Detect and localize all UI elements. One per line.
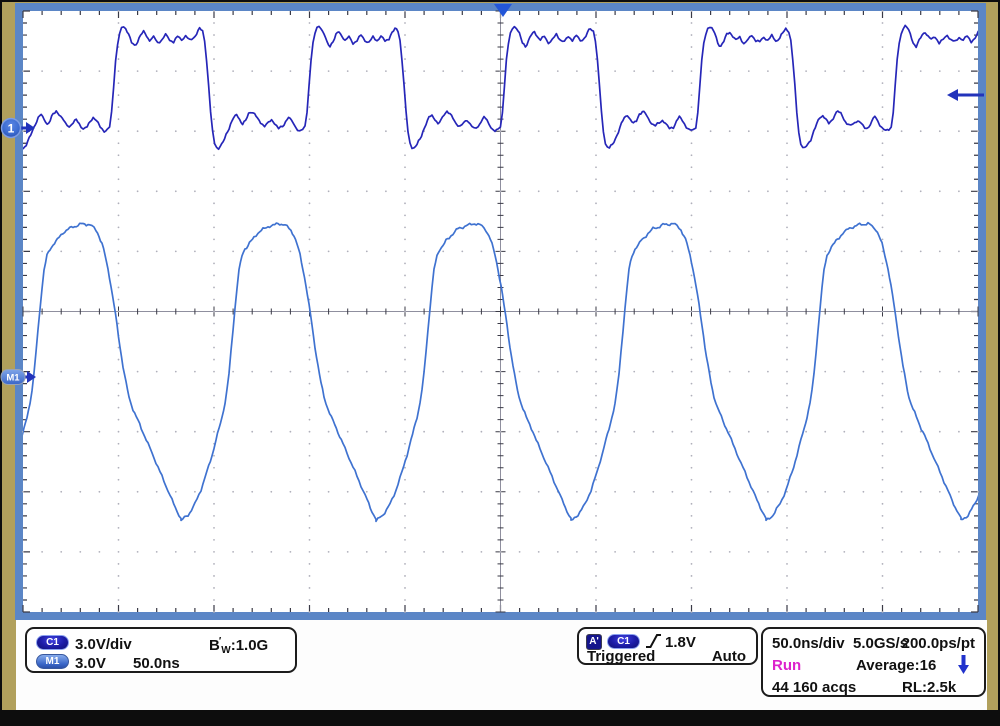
c1-trace — [23, 24, 978, 151]
m1-position-marker[interactable]: M1 — [0, 369, 36, 385]
bw-value: :1.0G — [230, 637, 269, 654]
m1-horizontal-readout[interactable]: 50.0ns — [133, 655, 180, 672]
m1-trace — [23, 221, 978, 523]
trigger-mode[interactable]: Auto — [711, 648, 746, 665]
trigger-source-label: C1 — [617, 635, 630, 647]
c1-marker-label: 1 — [8, 122, 15, 136]
bottom-strip — [0, 710, 1000, 721]
trigger-indicator-arrow-icon — [958, 655, 969, 674]
horizontal-readout-box[interactable]: 50.0ns/div 5.0GS/s 200.0ps/pt Run Averag… — [761, 627, 986, 697]
trigger-level-arrow[interactable] — [947, 89, 984, 101]
rising-edge-slope-icon[interactable] — [645, 632, 662, 650]
trigger-position-marker[interactable] — [494, 4, 512, 17]
c1-badge-label: C1 — [46, 636, 59, 648]
c1-bandwidth-readout[interactable]: B′W:1.0G — [209, 637, 268, 656]
trigger-readout-box[interactable]: A' C1 1.8V Triggered Auto — [577, 627, 758, 665]
m1-scale-readout[interactable]: 3.0V — [75, 655, 106, 672]
trigger-source-badge[interactable]: C1 — [607, 634, 640, 649]
m1-math-badge[interactable]: M1 — [36, 654, 69, 669]
m1-marker-label: M1 — [6, 373, 20, 384]
resolution-readout: 200.0ps/pt — [901, 635, 975, 652]
trigger-level-readout[interactable]: 1.8V — [665, 634, 696, 651]
trigger-status: Triggered — [587, 648, 656, 665]
sample-rate-readout: 5.0GS/s — [853, 635, 909, 652]
bw-w: W — [221, 645, 231, 656]
m1-badge-label: M1 — [45, 655, 60, 667]
c1-channel-badge[interactable]: C1 — [36, 635, 69, 650]
bw-b: B — [209, 637, 220, 654]
run-state[interactable]: Run — [772, 657, 802, 674]
vertical-readout-box[interactable]: C1 3.0V/div B′W:1.0G M1 3.0V 50.0ns — [25, 627, 297, 673]
acquisitions-count: 44 160 acqs — [772, 679, 857, 696]
bw-prime: ′ — [218, 636, 222, 647]
a-badge-label: A' — [589, 636, 599, 647]
timebase-readout[interactable]: 50.0ns/div — [772, 635, 845, 652]
record-length-readout: RL:2.5k — [902, 679, 957, 696]
graticule — [22, 10, 979, 613]
trigger-a-badge[interactable]: A' — [586, 634, 602, 650]
average-readout: Average:16 — [856, 657, 937, 674]
c1-scale-readout[interactable]: 3.0V/div — [75, 636, 132, 653]
c1-position-marker[interactable]: 1 — [0, 117, 36, 139]
